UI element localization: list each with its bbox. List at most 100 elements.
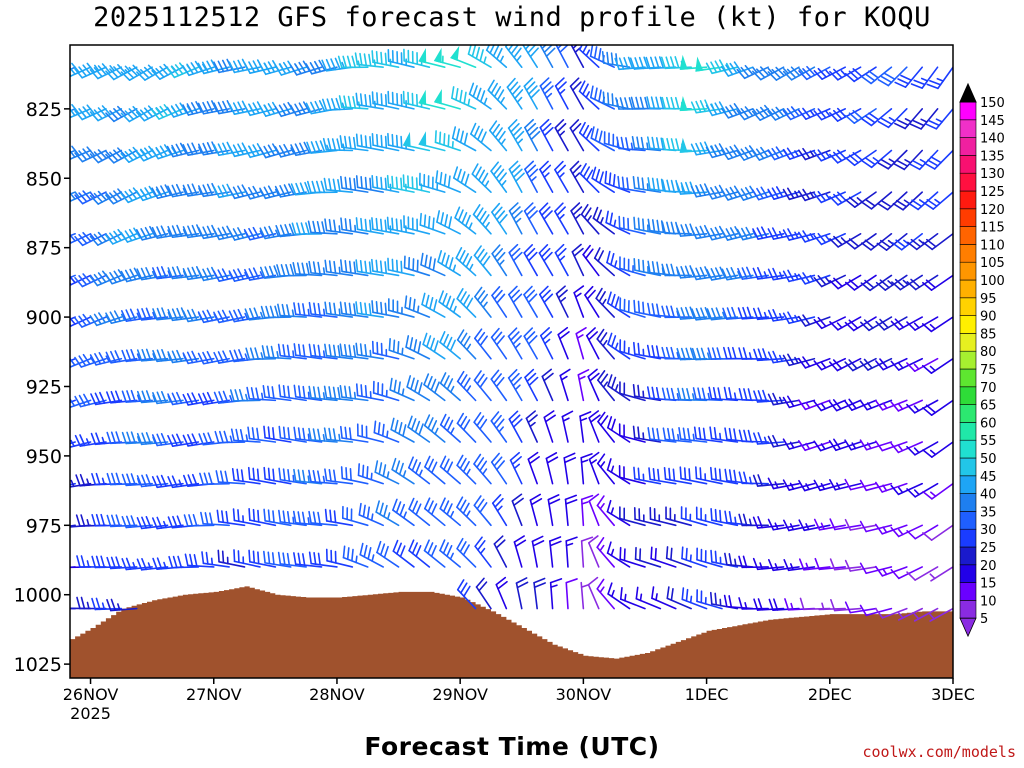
- barb-feather: [129, 308, 137, 321]
- barb-feather: [742, 555, 748, 569]
- wind-barb: [388, 338, 415, 360]
- barb-feather: [787, 228, 795, 240]
- barb-feather: [557, 326, 569, 336]
- barb-feather: [267, 144, 276, 156]
- wind-barb: [355, 92, 384, 110]
- colorbar-bin: [959, 564, 977, 583]
- barb-feather: [596, 328, 605, 340]
- barb-half-feather: [307, 391, 310, 400]
- barb-half-feather: [794, 356, 799, 364]
- barb-feather: [152, 392, 158, 405]
- barb-feather: [900, 74, 913, 82]
- wind-barb: [293, 552, 323, 568]
- wind-barb: [321, 57, 354, 72]
- wind-barb: [845, 191, 877, 208]
- barb-feather: [848, 359, 858, 370]
- barb-feather: [117, 64, 127, 74]
- barb-feather: [232, 269, 240, 281]
- barb-half-feather: [101, 436, 106, 445]
- wind-barb: [105, 105, 138, 123]
- wind-barb: [635, 586, 662, 610]
- barb-feather: [479, 502, 488, 514]
- barb-feather: [458, 250, 466, 262]
- barb-half-feather: [840, 70, 847, 77]
- wind-barb: [661, 96, 692, 110]
- barb-feather: [388, 338, 391, 352]
- barb-feather: [864, 239, 876, 248]
- colorbar-bottom-arrow: [959, 617, 977, 638]
- barb-feather: [828, 400, 838, 412]
- barb-feather: [299, 182, 306, 195]
- wind-barb: [491, 202, 508, 235]
- barb-feather: [163, 144, 172, 156]
- barb-feather: [724, 510, 728, 524]
- barb-feather: [326, 98, 332, 111]
- barb-feather: [643, 56, 649, 69]
- barb-feather: [110, 390, 117, 404]
- colorbar: 5101520253035404550556065707580859095100…: [959, 82, 1005, 638]
- barb-feather: [619, 587, 623, 600]
- barb-feather: [89, 315, 98, 327]
- barb-feather: [907, 202, 919, 211]
- barb-feather: [877, 162, 890, 170]
- barb-feather: [380, 176, 383, 190]
- barb-feather: [637, 300, 641, 314]
- barb-feather: [257, 509, 260, 523]
- barb-feather: [322, 137, 328, 151]
- barb-feather: [105, 351, 112, 364]
- barb-feather: [82, 148, 92, 159]
- barb-feather: [874, 399, 884, 411]
- barb-feather: [359, 542, 364, 556]
- wind-barb: [355, 259, 384, 277]
- barb-feather: [305, 63, 313, 75]
- wind-barb: [439, 413, 461, 443]
- barb-feather: [817, 108, 827, 119]
- wind-barb: [456, 454, 477, 485]
- barb-feather: [439, 372, 447, 385]
- barb-feather: [128, 148, 138, 159]
- wind-barb: [324, 301, 354, 318]
- wind-barb: [679, 54, 708, 70]
- barb-feather: [473, 495, 482, 507]
- barb-half-feather: [866, 402, 873, 409]
- barb-feather: [456, 454, 464, 467]
- barb-feather: [859, 562, 867, 575]
- barb-feather: [757, 474, 763, 487]
- barb-feather: [607, 374, 613, 387]
- barb-feather: [798, 479, 806, 492]
- barb-half-feather: [101, 602, 106, 610]
- barb-feather: [368, 303, 372, 317]
- barb-feather: [395, 501, 402, 514]
- barb-feather: [751, 110, 761, 121]
- credit-link[interactable]: coolwx.com/models: [862, 743, 1016, 761]
- barb-feather: [221, 268, 229, 280]
- barb-feather: [688, 468, 691, 482]
- barb-feather: [115, 472, 121, 486]
- barb-half-feather: [774, 522, 779, 530]
- barb-half-feather: [579, 417, 588, 422]
- barb-feather: [473, 453, 482, 465]
- barb-feather: [680, 182, 686, 195]
- barb-feather: [144, 187, 153, 199]
- wind-barb: [372, 380, 400, 402]
- barb-feather: [690, 185, 698, 198]
- barb-feather: [446, 461, 454, 474]
- barb-feather: [511, 85, 521, 96]
- barb-feather: [513, 47, 522, 59]
- barb-feather: [582, 244, 591, 256]
- barb-feather: [156, 475, 163, 488]
- wind-barb: [89, 105, 123, 122]
- wind-barb: [563, 452, 577, 485]
- barb-half-feather: [341, 102, 346, 111]
- barb-feather: [507, 327, 518, 338]
- wind-barb: [565, 536, 578, 568]
- barb-half-feather: [452, 264, 457, 273]
- wind-barb: [105, 310, 138, 325]
- barb-feather: [890, 360, 900, 371]
- barb-half-feather: [719, 432, 722, 441]
- x-tick-label: 29NOV: [432, 685, 488, 704]
- barb-shaft: [565, 581, 569, 610]
- barb-feather: [495, 335, 505, 346]
- barb-half-feather: [919, 158, 927, 164]
- wind-barb: [738, 597, 769, 610]
